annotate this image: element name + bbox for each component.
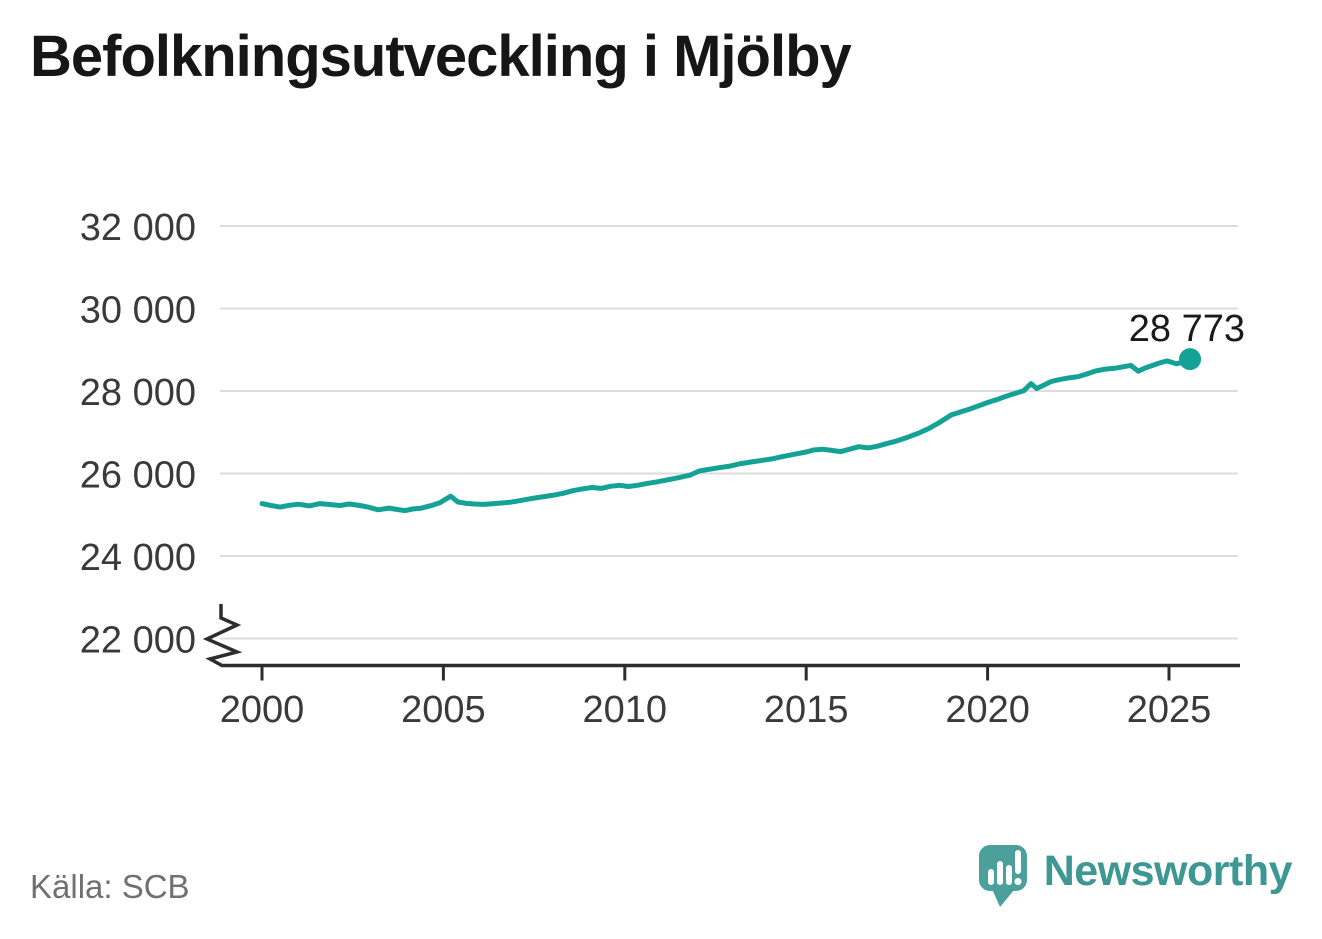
x-tick-label: 2015 [764, 689, 849, 731]
y-tick-label: 32 000 [80, 207, 196, 249]
logo-bar-1 [987, 869, 994, 885]
newsworthy-logo: Newsworthy [977, 843, 1293, 909]
page-title: Befolkningsutveckling i Mjölby [30, 24, 852, 89]
y-tick-label: 22 000 [80, 620, 196, 662]
x-axis-with-break-icon [202, 604, 1240, 668]
logo-exclamation-bar [1014, 850, 1021, 874]
y-tick-label: 30 000 [80, 290, 196, 332]
end-point-marker [1179, 348, 1202, 371]
y-tick-label: 24 000 [80, 537, 196, 579]
x-tick-label: 2000 [220, 689, 305, 731]
newsworthy-logo-text: Newsworthy [1043, 846, 1293, 895]
y-tick-label: 26 000 [80, 455, 196, 497]
x-tick-label: 2010 [583, 689, 668, 731]
newsworthy-bubble-chart-icon [978, 845, 1027, 907]
y-tick-label: 28 000 [80, 372, 196, 414]
x-tick-label: 2025 [1127, 689, 1212, 731]
end-value-label: 28 773 [1129, 308, 1245, 350]
population-line [259, 356, 1193, 514]
logo-bar-2 [996, 861, 1003, 885]
logo-bubble-tail [991, 889, 1015, 907]
x-tick-label: 2005 [401, 689, 486, 731]
source-note: Källa: SCB [30, 868, 190, 905]
logo-bar-3 [1005, 865, 1012, 885]
x-tick-label: 2020 [945, 689, 1030, 731]
logo-exclamation-dot [1014, 878, 1022, 885]
